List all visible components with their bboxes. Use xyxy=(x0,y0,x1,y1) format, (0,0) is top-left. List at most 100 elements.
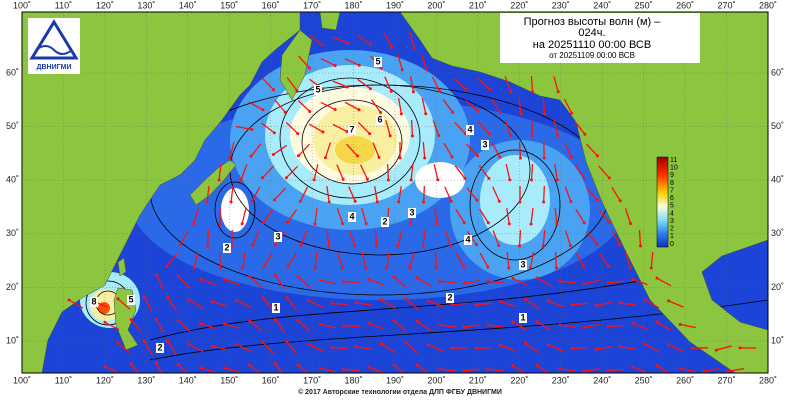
colorbar-label: 11 xyxy=(670,157,677,164)
wave-arrow-head xyxy=(413,46,416,49)
wave-arrow-head xyxy=(556,178,559,181)
wave-arrow-head xyxy=(679,323,682,326)
wave-arrow-head xyxy=(261,108,264,111)
lon-label: 100˚ xyxy=(13,375,31,385)
colorbar-label: 2 xyxy=(670,226,674,233)
contour-label: 8 xyxy=(91,296,96,306)
wave-arrow-head xyxy=(559,280,562,283)
wave-arrow-head xyxy=(425,68,428,71)
wave-arrow-head xyxy=(251,244,254,247)
wave-arrow-head xyxy=(631,365,634,368)
wave-arrow-head xyxy=(321,43,324,46)
wave-arrow-head xyxy=(487,324,490,327)
contour-label: 2 xyxy=(447,292,452,302)
wave-arrow-head xyxy=(274,318,277,321)
lat-label: 50˚ xyxy=(771,121,784,131)
title-line: на 20251110 00:00 ВСВ xyxy=(533,39,651,51)
wave-arrow-head xyxy=(286,296,289,299)
wave-arrow-head xyxy=(314,266,317,269)
wave-arrow xyxy=(544,186,545,202)
wave-arrow-head xyxy=(240,178,243,181)
wave-arrow-head xyxy=(375,244,378,247)
wave-arrow-head xyxy=(272,153,275,156)
wave-arrow-head xyxy=(285,340,288,343)
wave-arrow-head xyxy=(313,222,316,225)
wave-arrow-head xyxy=(392,319,395,322)
wave-arrow-head xyxy=(631,278,634,281)
wave-arrow xyxy=(452,348,468,349)
wave-arrow-head xyxy=(629,222,632,225)
wave-arrow-head xyxy=(570,112,573,115)
wave-arrow-head xyxy=(296,275,299,278)
wave-arrow-head xyxy=(385,266,388,269)
lon-label: 190˚ xyxy=(386,375,404,385)
wave-arrow-head xyxy=(369,43,372,46)
wave-arrow-head xyxy=(405,341,408,344)
wave-arrow-head xyxy=(583,133,586,136)
wave-arrow-head xyxy=(392,275,395,278)
colorbar-label: 9 xyxy=(670,172,674,179)
lon-label: 100˚ xyxy=(13,0,31,10)
lon-label: 190˚ xyxy=(386,0,404,10)
wave-arrow-head xyxy=(518,244,521,247)
wave-arrow-head xyxy=(199,322,202,325)
wave-arrow-head xyxy=(629,266,632,269)
wave-arrow-head xyxy=(130,318,133,321)
wave-arrow-head xyxy=(512,320,515,323)
wave-arrow-head xyxy=(487,177,490,180)
wave-arrow-head xyxy=(451,155,454,158)
wave-arrow-head xyxy=(307,343,310,346)
lon-label: 130˚ xyxy=(137,0,155,10)
lon-label: 180˚ xyxy=(345,375,363,385)
wave-arrow-head xyxy=(487,221,490,224)
wave-arrow-head xyxy=(358,64,361,67)
contour-label: 4 xyxy=(349,211,354,221)
wave-arrow-head xyxy=(165,265,168,268)
wave-arrow-head xyxy=(555,266,558,269)
wave-arrow-head xyxy=(346,86,349,89)
wave-arrow-head xyxy=(396,244,399,247)
wave-arrow-head xyxy=(143,340,146,343)
wave-arrow xyxy=(388,164,389,180)
wave-arrow-head xyxy=(206,244,209,247)
wave-arrow-head xyxy=(476,154,479,157)
wave-arrow-head xyxy=(524,298,527,301)
wave-arrow-head xyxy=(223,366,226,369)
lon-label: 230˚ xyxy=(552,375,570,385)
wave-arrow-head xyxy=(463,369,466,372)
wave-arrow-head xyxy=(583,221,586,224)
wave-arrow-head xyxy=(346,41,349,44)
wave-arrow-head xyxy=(595,348,598,351)
wave-arrow-head xyxy=(297,154,300,157)
colorbar xyxy=(657,157,668,247)
wave-arrow-head xyxy=(367,365,370,368)
contour-label: 1 xyxy=(520,312,525,322)
wave-arrow-head xyxy=(248,275,251,278)
wave-arrow-head xyxy=(499,344,502,347)
wave-arrow-head xyxy=(295,89,298,92)
wave-arrow-head xyxy=(218,178,221,181)
wave-arrow-head xyxy=(608,177,611,180)
lon-label: 170˚ xyxy=(303,0,321,10)
wave-arrow-head xyxy=(508,222,511,225)
wave-arrow-head xyxy=(116,341,119,344)
wave-arrow-head xyxy=(205,200,208,203)
wave-arrow-head xyxy=(543,112,546,115)
wave-arrow-head xyxy=(463,177,466,180)
lon-label: 230˚ xyxy=(552,0,570,10)
wave-arrow-head xyxy=(272,88,275,91)
wave-arrow-head xyxy=(328,200,331,203)
colorbar-label: 10 xyxy=(670,164,678,171)
wave-arrow-head xyxy=(487,367,490,370)
wave-arrow-head xyxy=(547,300,550,303)
wave-arrow-head xyxy=(408,266,411,269)
contour-label: 2 xyxy=(382,216,387,226)
wave-arrow-head xyxy=(193,266,196,269)
lon-label: 200˚ xyxy=(427,0,445,10)
wave-arrow-head xyxy=(475,303,478,306)
wave-arrow-head xyxy=(261,340,264,343)
wave-arrow-head xyxy=(211,345,214,348)
wave-arrow xyxy=(344,326,360,327)
wave-arrow xyxy=(436,252,437,268)
wave-arrow-head xyxy=(582,265,585,268)
